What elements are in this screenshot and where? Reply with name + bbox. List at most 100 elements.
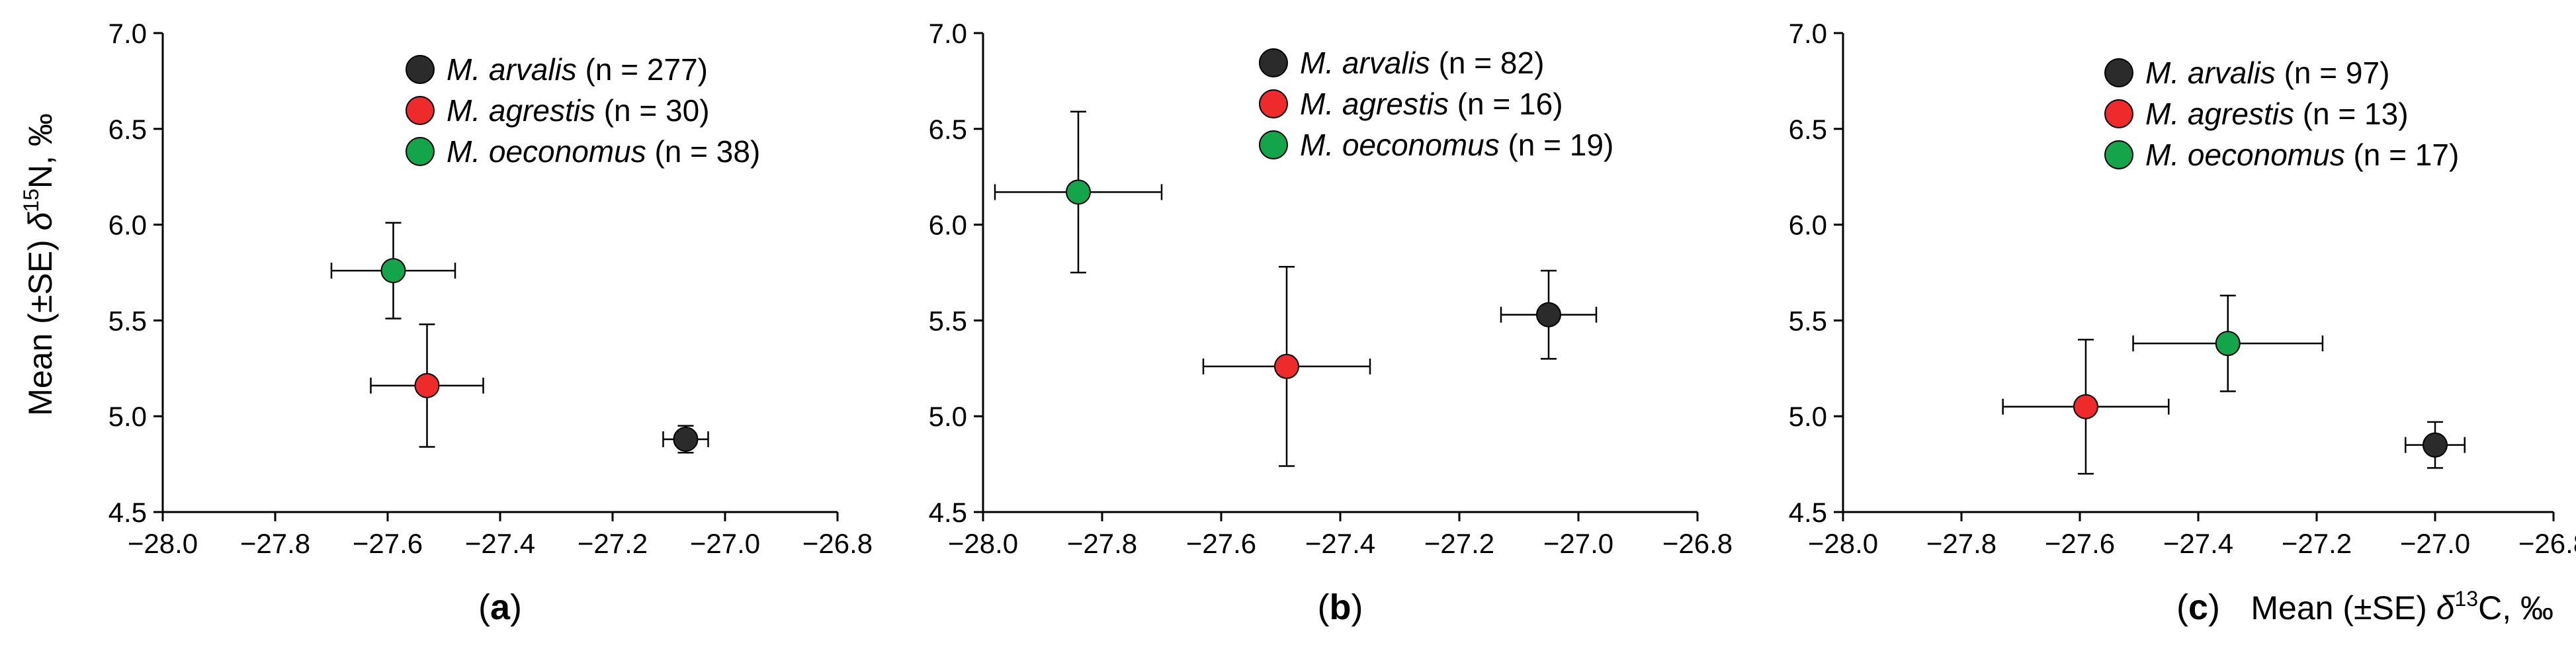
- y-tick-label: 6.0: [929, 210, 967, 241]
- panel-label-letter: a: [490, 587, 511, 627]
- y-tick-label: 7.0: [108, 18, 147, 49]
- y-tick-label: 6.0: [108, 210, 147, 241]
- x-label-prefix: Mean (±SE): [2251, 589, 2436, 626]
- series-m-arvalis: [1500, 269, 1598, 360]
- panel-b: 4.5 5.0 5.5 6.0 6.5 7.0 −28.0 −27.8 −27.6 −27.4 −2…: [929, 18, 1733, 627]
- y-tick-label: 7.0: [929, 18, 967, 49]
- x-tick-label: −27.6: [1186, 528, 1256, 559]
- legend-sample-size: (n = 97): [2276, 56, 2390, 90]
- y-tick-label: 5.5: [108, 305, 147, 336]
- legend-marker: [1259, 89, 1288, 118]
- series-m-oeconomus: [994, 110, 1163, 274]
- legend-species: M. agrestis: [2145, 97, 2294, 131]
- data-point: [2423, 432, 2448, 458]
- y-tick-label: 6.5: [929, 114, 967, 145]
- data-point: [2215, 331, 2241, 357]
- panel-label-open: (: [1318, 587, 1330, 627]
- legend-species: M. arvalis: [2145, 56, 2276, 90]
- panel-a: 4.5 5.0 5.5 6.0 6.5 7.0 −28.0 −27.8 −27.6 −27.4 −2…: [108, 18, 873, 627]
- legend-marker: [1259, 48, 1288, 77]
- x-tick-label: −27.2: [2282, 528, 2352, 559]
- legend-sample-size: (n = 19): [1500, 128, 1614, 162]
- series-m-oeconomus: [330, 222, 456, 320]
- legend-marker: [2104, 58, 2133, 87]
- y-tick-label: 4.5: [1789, 497, 1827, 528]
- y-label-sup: 15: [19, 189, 43, 212]
- x-label-delta: δ: [2436, 589, 2456, 626]
- legend: M. arvalis (n = 82) M. agrestis (n = 16)M…: [1259, 46, 1614, 162]
- x-tick-label: −27.0: [1543, 528, 1613, 559]
- legend-marker: [406, 96, 435, 125]
- y-tick-label: 6.5: [1789, 114, 1827, 145]
- x-tick-label: −27.2: [578, 528, 648, 559]
- y-label-prefix: Mean (±SE): [22, 230, 59, 415]
- x-tick-label: −27.4: [1305, 528, 1375, 559]
- legend-entry: M. oeconomus (n = 38): [447, 134, 760, 169]
- y-axis-label: Mean (±SE) δ15N, ‰: [19, 113, 59, 416]
- y-label-suffix: N, ‰: [22, 113, 59, 189]
- x-label-suffix: C, ‰: [2478, 589, 2554, 626]
- x-tick-label: −27.8: [1926, 528, 1996, 559]
- legend-marker: [1259, 130, 1288, 159]
- x-tick-label: −27.6: [2045, 528, 2115, 559]
- legend-species: M. oeconomus: [2145, 138, 2345, 172]
- y-tick-label: 5.5: [929, 305, 967, 336]
- series-m-agrestis: [370, 323, 484, 448]
- data-point: [2073, 394, 2098, 419]
- series-m-arvalis: [662, 425, 709, 454]
- y-tick-label: 6.0: [1789, 210, 1827, 241]
- y-tick-label: 5.0: [108, 401, 147, 432]
- x-tick-label: −27.6: [353, 528, 423, 559]
- panel-label: (b): [1318, 587, 1363, 627]
- legend: M. arvalis (n = 97)M. agrestis (n = 13)M…: [2104, 56, 2460, 172]
- panel-label-close: ): [510, 587, 522, 627]
- y-label-delta: δ: [22, 211, 59, 230]
- legend-entry: M. agrestis (n = 16): [1300, 87, 1563, 121]
- legend-species: M. arvalis: [447, 52, 577, 87]
- legend-sample-size: (n = 38): [646, 134, 761, 169]
- legend: M. arvalis (n = 277) M. agrestis (n = 30)…: [406, 52, 760, 169]
- legend-sample-size: (n = 17): [2345, 138, 2460, 172]
- legend-entry: M. agrestis (n = 13): [2145, 97, 2409, 131]
- legend-marker: [2104, 99, 2133, 128]
- series-m-agrestis: [2002, 339, 2170, 475]
- x-label-sup: 13: [2455, 587, 2479, 611]
- series-m-arvalis: [2405, 421, 2466, 469]
- legend-entry: M. agrestis (n = 30): [447, 93, 710, 128]
- legend-species: M. oeconomus: [447, 134, 646, 169]
- panel-label-letter: c: [2188, 587, 2208, 627]
- y-tick-label: 4.5: [929, 497, 967, 528]
- x-tick-label: −27.2: [1424, 528, 1494, 559]
- legend-species: M. agrestis: [1300, 87, 1449, 121]
- legend-sample-size: (n = 30): [595, 93, 710, 128]
- y-tick-label: 6.5: [108, 114, 147, 145]
- data-point: [1536, 302, 1561, 327]
- legend-entry: M. arvalis (n = 82): [1300, 46, 1544, 80]
- series-m-oeconomus: [2132, 294, 2324, 392]
- y-tick-label: 5.0: [1789, 401, 1827, 432]
- data-point: [1274, 353, 1299, 379]
- legend-marker: [406, 137, 435, 166]
- panel-label: (c): [2176, 587, 2220, 627]
- x-axis-label: Mean (±SE) δ13C, ‰: [2251, 587, 2554, 626]
- panel-c: 4.5 5.0 5.5 6.0 6.5 7.0 −28.0 −27.8 −27.6 −27.4 −2…: [1789, 18, 2576, 627]
- panel-label-letter: b: [1330, 587, 1352, 627]
- legend-sample-size: (n = 277): [577, 52, 708, 87]
- data-point: [673, 426, 699, 452]
- panels: 4.5 5.0 5.5 6.0 6.5 7.0 −28.0 −27.8 −27.6 −27.4 −2…: [108, 18, 2576, 627]
- x-tick-label: −28.0: [1808, 528, 1878, 559]
- legend-entry: M. arvalis (n = 277): [447, 52, 708, 87]
- y-tick-label: 5.0: [929, 401, 967, 432]
- x-tick-label: −27.4: [465, 528, 535, 559]
- panel-label-close: ): [1352, 587, 1363, 627]
- legend-entry: M. arvalis (n = 97): [2145, 56, 2389, 90]
- panel-label-close: ): [2208, 587, 2220, 627]
- y-tick-label: 5.5: [1789, 305, 1827, 336]
- legend-sample-size: (n = 13): [2294, 97, 2409, 131]
- y-tick-label: 7.0: [1789, 18, 1827, 49]
- legend-marker: [2104, 140, 2133, 169]
- data-point: [380, 258, 406, 284]
- x-tick-label: −28.0: [128, 528, 198, 559]
- legend-marker: [406, 55, 435, 84]
